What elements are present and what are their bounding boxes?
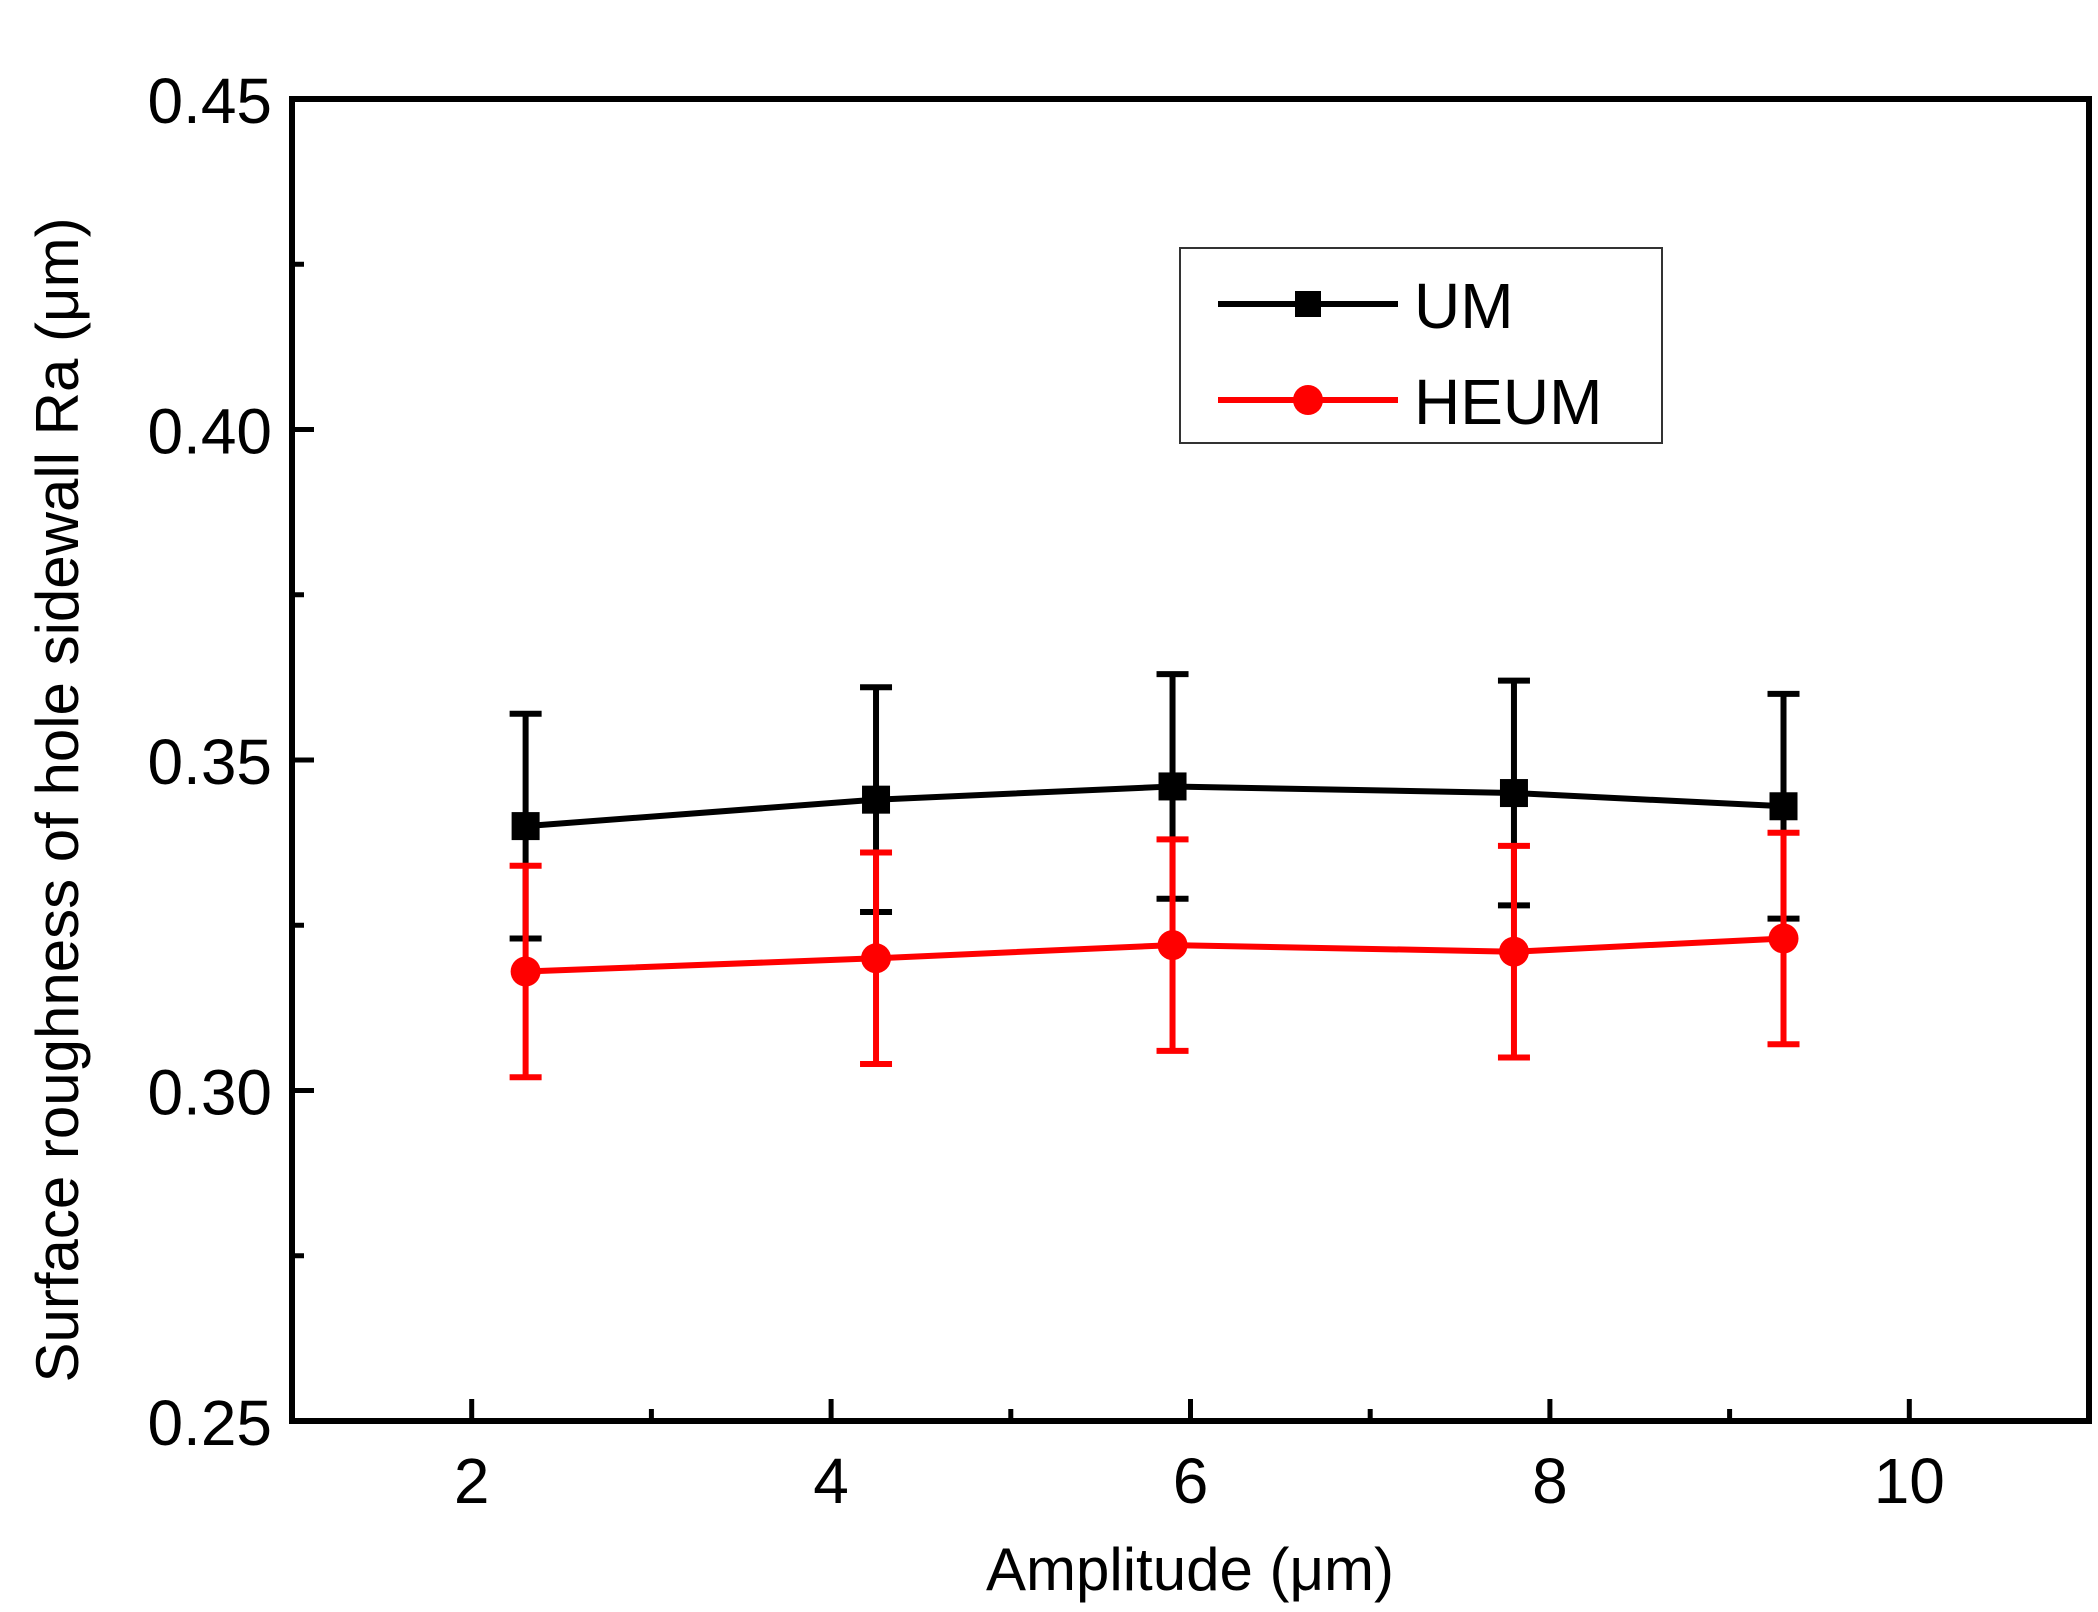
- heum-series-line: [525, 935, 1784, 975]
- legend: UM HEUM: [1179, 247, 1663, 444]
- heum-data-point: [510, 956, 541, 987]
- um-data-point: [1499, 779, 1528, 808]
- y-tick-label: 0.45: [147, 65, 272, 137]
- x-tick-label: 10: [1874, 1445, 1945, 1517]
- plot-series: [509, 671, 1800, 1081]
- y-tick-label: 0.40: [147, 396, 272, 468]
- y-tick-label: 0.25: [147, 1387, 272, 1459]
- um-series-line: [525, 783, 1784, 830]
- y-tick-label: 0.30: [147, 1057, 272, 1129]
- um-data-point: [1769, 792, 1798, 821]
- um-data-point: [862, 785, 891, 814]
- heum-data-point: [1157, 930, 1188, 961]
- legend-label-um: UM: [1414, 270, 1514, 342]
- x-tick-label: 2: [454, 1445, 490, 1517]
- x-axis-ticks: 2 4 6 8 10: [454, 1399, 1945, 1517]
- x-tick-label: 8: [1532, 1445, 1568, 1517]
- legend-label-heum: HEUM: [1414, 366, 1602, 438]
- um-data-point: [511, 812, 540, 841]
- legend-marker-heum: [1293, 385, 1323, 415]
- y-axis-ticks: 0.25 0.30 0.35 0.40 0.45: [147, 65, 314, 1459]
- um-data-point: [1158, 772, 1187, 801]
- legend-marker-um: [1295, 291, 1321, 317]
- heum-data-point: [1768, 923, 1799, 954]
- x-tick-label: 6: [1173, 1445, 1209, 1517]
- heum-data-point: [1498, 936, 1529, 967]
- legend-box: [1179, 247, 1663, 444]
- y-axis-title: Surface roughness of hole sidewall Ra (μ…: [24, 217, 91, 1382]
- x-axis-title: Amplitude (μm): [986, 1536, 1394, 1603]
- x-tick-label: 4: [813, 1445, 849, 1517]
- heum-data-point: [861, 943, 892, 974]
- y-tick-label: 0.35: [147, 726, 272, 798]
